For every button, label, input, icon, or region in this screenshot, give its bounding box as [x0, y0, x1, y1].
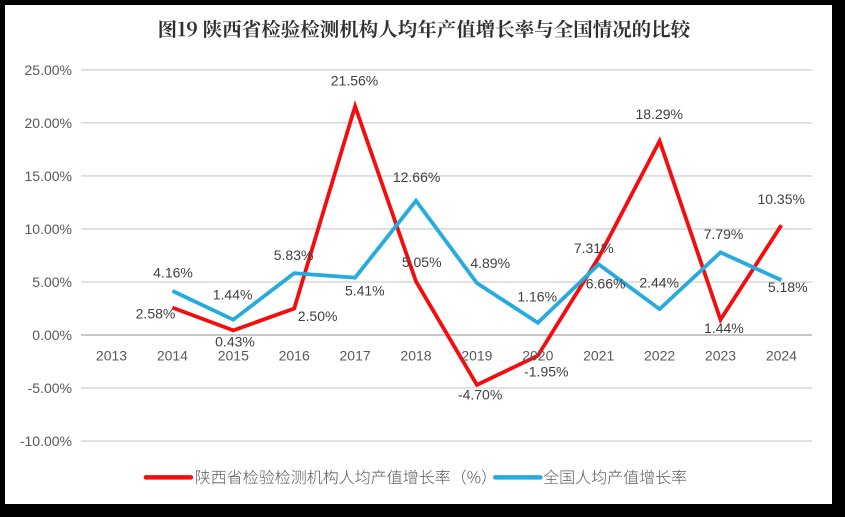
svg-text:4.89%: 4.89%: [470, 255, 510, 271]
svg-text:2021: 2021: [583, 348, 614, 364]
svg-text:2018: 2018: [400, 348, 431, 364]
svg-text:2017: 2017: [340, 348, 371, 364]
svg-text:2016: 2016: [279, 348, 310, 364]
svg-text:7.31%: 7.31%: [574, 240, 614, 256]
svg-text:10.35%: 10.35%: [757, 191, 804, 207]
svg-text:2023: 2023: [705, 348, 736, 364]
svg-text:10.00%: 10.00%: [25, 221, 72, 237]
svg-text:25.00%: 25.00%: [25, 62, 72, 78]
svg-text:5.41%: 5.41%: [345, 282, 385, 298]
svg-text:-1.95%: -1.95%: [524, 363, 568, 379]
svg-text:5.18%: 5.18%: [768, 279, 808, 295]
svg-text:5.83%: 5.83%: [274, 247, 314, 263]
svg-text:2020: 2020: [522, 348, 553, 364]
svg-text:2015: 2015: [218, 348, 249, 364]
svg-text:15.00%: 15.00%: [25, 168, 72, 184]
svg-text:5.00%: 5.00%: [32, 274, 72, 290]
svg-text:2.50%: 2.50%: [298, 308, 338, 324]
svg-text:7.79%: 7.79%: [704, 226, 744, 242]
svg-text:4.16%: 4.16%: [153, 265, 193, 281]
svg-text:2022: 2022: [644, 348, 675, 364]
svg-text:0.43%: 0.43%: [215, 334, 255, 350]
svg-text:-4.70%: -4.70%: [458, 387, 502, 403]
svg-text:0.00%: 0.00%: [32, 327, 72, 343]
svg-text:2019: 2019: [461, 348, 492, 364]
svg-text:21.56%: 21.56%: [331, 72, 378, 88]
svg-text:12.66%: 12.66%: [393, 169, 440, 185]
svg-text:-10.00%: -10.00%: [20, 433, 72, 449]
svg-text:2013: 2013: [96, 348, 127, 364]
svg-text:18.29%: 18.29%: [635, 106, 682, 122]
svg-text:20.00%: 20.00%: [25, 115, 72, 131]
svg-text:2.44%: 2.44%: [639, 275, 679, 291]
svg-text:1.16%: 1.16%: [517, 289, 557, 305]
svg-text:2014: 2014: [157, 348, 188, 364]
svg-text:1.44%: 1.44%: [704, 320, 744, 336]
svg-text:2.58%: 2.58%: [136, 306, 176, 322]
svg-text:2024: 2024: [766, 348, 797, 364]
svg-text:5.05%: 5.05%: [402, 254, 442, 270]
svg-text:6.66%: 6.66%: [586, 275, 626, 291]
svg-text:-5.00%: -5.00%: [28, 380, 72, 396]
svg-text:1.44%: 1.44%: [213, 286, 253, 302]
